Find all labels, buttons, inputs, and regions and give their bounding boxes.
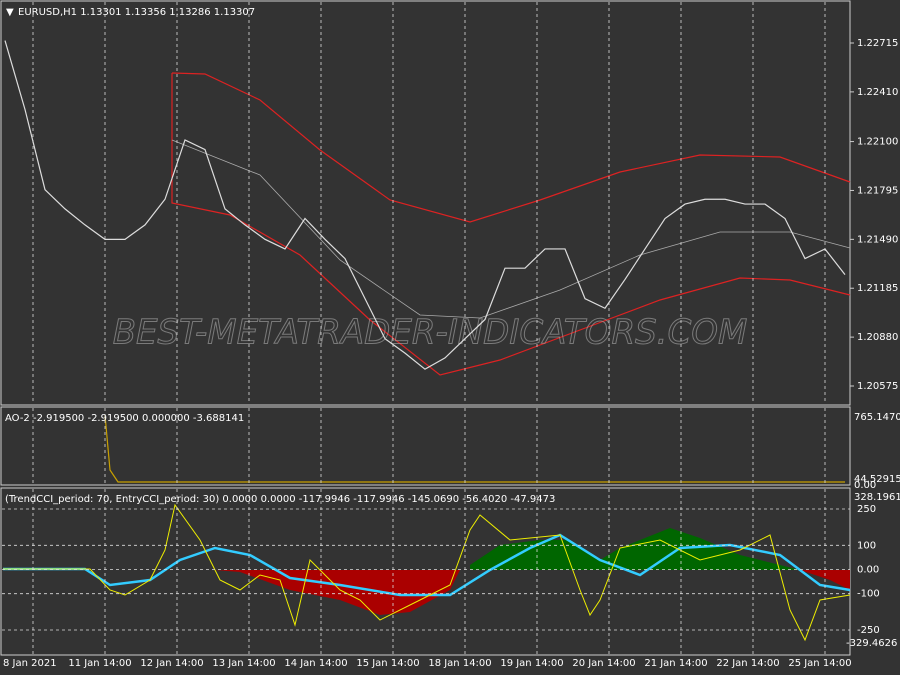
price-tick-label: 1.21490: [857, 234, 898, 245]
date-label: 15 Jan 14:00: [356, 658, 419, 669]
cci-tick-label: 100: [857, 540, 876, 551]
cci-hist-neg: [215, 570, 460, 615]
date-label: 19 Jan 14:00: [500, 658, 563, 669]
date-label: 13 Jan 14:00: [212, 658, 275, 669]
symbol-header: EURUSD,H1 1.13301 1.13356 1.13286 1.1330…: [18, 7, 255, 18]
price-panel: [0, 0, 851, 406]
upper-band: [171, 72, 851, 223]
watermark: BEST-METATRADER-INDICATORS.COM: [113, 313, 748, 353]
price-tick-label: 1.22410: [857, 87, 898, 98]
ao-line: [104, 414, 845, 483]
price-tick-label: 1.20880: [857, 332, 898, 343]
price-line: [4, 40, 846, 370]
date-label: 8 Jan 2021: [3, 658, 57, 669]
price-tick-label: 1.21185: [857, 283, 898, 294]
cci-hist-pos: [470, 528, 800, 570]
date-label: 11 Jan 14:00: [68, 658, 131, 669]
date-label: 25 Jan 14:00: [788, 658, 851, 669]
symbol-menu-arrow[interactable]: ▼: [6, 7, 14, 18]
cci-tick-label: 0.00: [857, 565, 879, 576]
price-tick-label: 1.21795: [857, 185, 898, 196]
ao-header: AO-2 -2.919500 -2.919500 0.000000 -3.688…: [5, 413, 244, 424]
date-label: 21 Jan 14:00: [644, 658, 707, 669]
date-label: 12 Jan 14:00: [140, 658, 203, 669]
date-label: 14 Jan 14:00: [284, 658, 347, 669]
cci-tick-label: -250: [857, 625, 880, 636]
middle-band: [171, 139, 851, 319]
cci-tick-label: -100: [857, 589, 880, 600]
ao-panel: [0, 406, 851, 486]
price-tick-label: 1.20575: [857, 381, 898, 392]
trend-cci: [3, 533, 851, 597]
date-label: 18 Jan 14:00: [428, 658, 491, 669]
entry-cci: [3, 503, 851, 642]
cci-header: (TrendCCI_period: 70, EntryCCI_period: 3…: [5, 494, 555, 505]
date-label: 22 Jan 14:00: [716, 658, 779, 669]
cci-max-label: 328.1961: [854, 492, 900, 503]
price-tick-label: 1.22715: [857, 38, 898, 49]
lower-band: [171, 73, 851, 376]
cci-hist-neg-2: [800, 570, 850, 590]
cci-min-label: -329.4626: [846, 638, 897, 649]
cci-tick-label: 250: [857, 504, 876, 515]
date-label: 20 Jan 14:00: [572, 658, 635, 669]
ao-zero-label: 0.00: [854, 480, 876, 491]
ao-max-label: 765.14701: [854, 412, 900, 423]
price-tick-label: 1.22100: [857, 137, 898, 148]
ao-mid-label: 44.529158: [854, 474, 900, 485]
